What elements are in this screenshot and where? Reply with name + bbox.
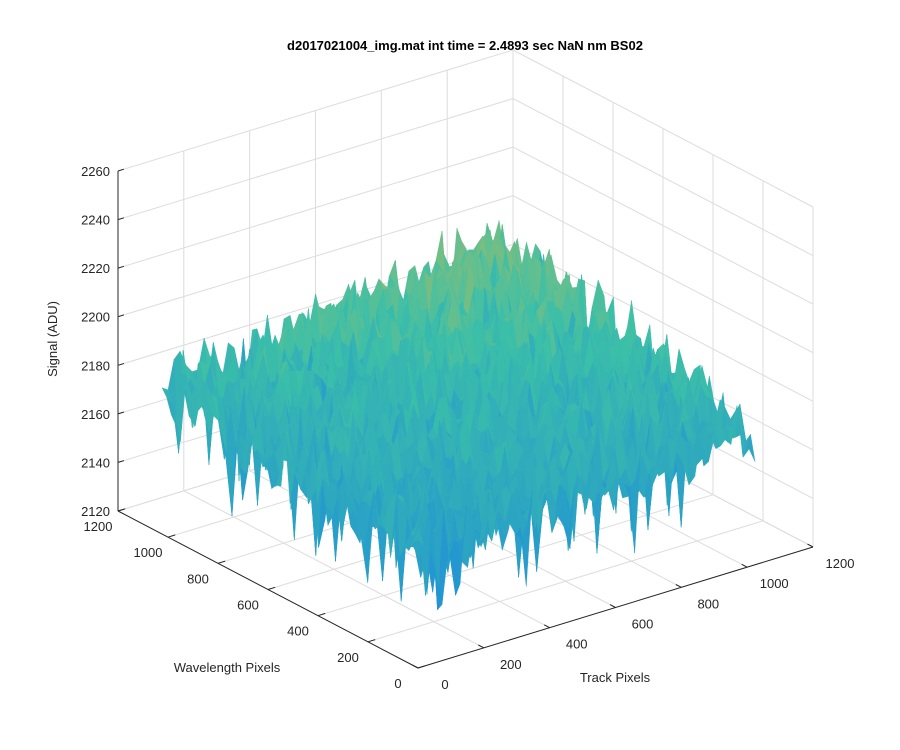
- grid-line: [117, 98, 514, 221]
- grid-line: [512, 195, 814, 354]
- z-tick-label: 2160: [81, 407, 110, 422]
- z-tick-label: 2240: [81, 213, 110, 228]
- z-tick-mark: [117, 363, 125, 366]
- grid-line: [367, 520, 764, 643]
- y-tick-label: 600: [237, 598, 259, 613]
- x-axis-label: Track Pixels: [580, 670, 651, 685]
- x-tick-mark: [807, 543, 814, 548]
- label-layer: 0 200 400 600 800 1000 1200 0 200 400 600 800 1000 12…: [81, 164, 854, 692]
- z-tick-label: 2220: [81, 261, 110, 276]
- y-tick-mark: [267, 586, 276, 590]
- z-tick-mark: [117, 217, 125, 221]
- z-tick-label: 2260: [81, 164, 110, 179]
- x-tick-label: 0: [441, 677, 448, 692]
- z-tick-mark: [117, 168, 125, 172]
- grid-line: [117, 195, 514, 318]
- grid-line: [512, 146, 814, 305]
- grid-line: [512, 98, 814, 257]
- z-tick-mark: [117, 460, 125, 463]
- z-tick-mark: [117, 314, 125, 318]
- x-tick-mark: [543, 624, 550, 629]
- x-tick-label: 1000: [760, 576, 789, 591]
- grid-line: [512, 49, 814, 208]
- x-tick-label: 400: [566, 637, 588, 652]
- surface-layer: [161, 220, 756, 611]
- grid-line: [117, 146, 514, 269]
- y-tick-label: 400: [287, 624, 309, 639]
- z-tick-label: 2200: [81, 310, 110, 325]
- grid-line: [512, 243, 814, 402]
- y-tick-label: 1000: [134, 545, 163, 560]
- y-tick-label: 800: [187, 571, 209, 586]
- z-tick-mark: [117, 411, 125, 415]
- y-axis-label: Wavelength Pixels: [174, 660, 281, 675]
- x-tick-mark: [478, 644, 485, 649]
- z-tick-mark: [117, 508, 125, 512]
- z-tick-label: 2140: [81, 455, 110, 470]
- z-tick-label: 2180: [81, 358, 110, 373]
- y-tick-mark: [167, 534, 176, 538]
- y-tick-mark: [417, 665, 426, 669]
- y-tick-label: 200: [337, 650, 359, 665]
- chart-title: d2017021004_img.mat int time = 2.4893 se…: [287, 38, 643, 53]
- x-tick-label: 800: [697, 596, 719, 611]
- x-tick-label: 600: [632, 617, 654, 632]
- y-tick-mark: [317, 612, 326, 617]
- x-tick-mark: [741, 563, 748, 568]
- y-tick-label: 0: [394, 676, 401, 691]
- y-tick-label: 1200: [84, 519, 113, 534]
- z-tick-mark: [117, 265, 125, 269]
- x-tick-mark: [412, 664, 419, 669]
- y-tick-mark: [367, 639, 376, 643]
- grid-line: [117, 49, 514, 172]
- x-tick-label: 1200: [826, 556, 855, 571]
- x-tick-mark: [675, 584, 682, 588]
- surface-patch: [413, 526, 425, 547]
- y-tick-mark: [217, 560, 226, 564]
- z-axis-label: Signal (ADU): [45, 301, 60, 377]
- axis-layer: [117, 168, 814, 669]
- x-tick-mark: [609, 604, 616, 608]
- z-tick-label: 2120: [81, 504, 110, 519]
- x-tick-label: 200: [500, 657, 522, 672]
